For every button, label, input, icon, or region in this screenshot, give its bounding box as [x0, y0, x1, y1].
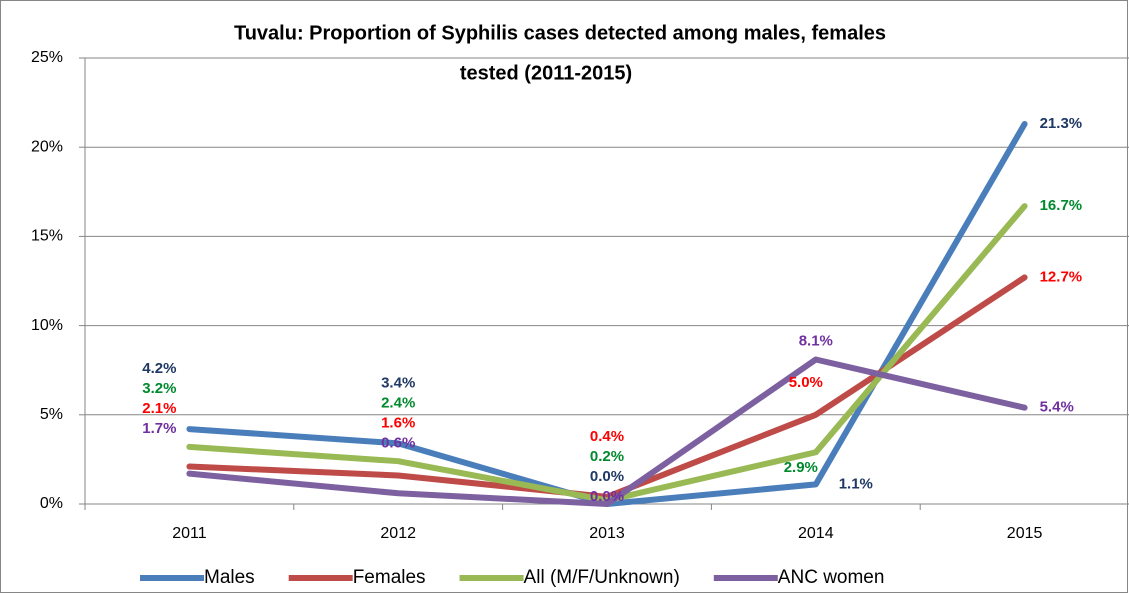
y-tick-label: 10% [31, 317, 63, 334]
y-tick-label: 5% [40, 406, 63, 423]
series-line [186, 356, 1028, 507]
data-label: 12.7% [1040, 268, 1083, 285]
legend-label: Females [353, 567, 426, 588]
data-label: 3.2% [142, 380, 176, 397]
legend-label: ANC women [778, 567, 885, 588]
y-tick-label: 25% [31, 49, 63, 66]
data-label: 0.2% [590, 448, 624, 465]
data-label: 0.6% [381, 434, 415, 451]
data-label: 5.0% [789, 374, 823, 391]
x-tick-label: 2014 [798, 525, 834, 542]
x-tick-label: 2011 [172, 525, 207, 542]
x-tick-label: 2013 [589, 525, 625, 542]
data-label: 5.4% [1040, 399, 1074, 416]
data-label: 16.7% [1040, 197, 1083, 214]
y-tick-label: 15% [31, 228, 63, 245]
data-label: 8.1% [799, 332, 833, 349]
data-label: 2.9% [784, 459, 818, 476]
x-tick-label: 2015 [1007, 525, 1043, 542]
data-label: 3.4% [381, 374, 415, 391]
data-label: 2.1% [142, 400, 176, 417]
chart-title: tested (2011-2015) [460, 62, 632, 84]
data-label: 0.0% [590, 468, 624, 485]
data-label: 2.4% [381, 394, 415, 411]
data-label: 1.6% [381, 414, 415, 431]
x-tick-label: 2012 [380, 525, 416, 542]
legend-label: Males [204, 567, 255, 588]
data-label: 4.2% [142, 360, 176, 377]
chart-title: Tuvalu: Proportion of Syphilis cases det… [234, 22, 886, 44]
y-tick-label: 0% [40, 495, 63, 512]
data-label: 21.3% [1040, 115, 1083, 132]
y-tick-label: 20% [31, 138, 63, 155]
data-label: 1.7% [142, 420, 176, 437]
data-label: 0.0% [590, 488, 624, 505]
legend-label: All (M/F/Unknown) [524, 567, 680, 588]
data-label: 0.4% [590, 428, 624, 445]
data-label: 1.1% [839, 475, 873, 492]
